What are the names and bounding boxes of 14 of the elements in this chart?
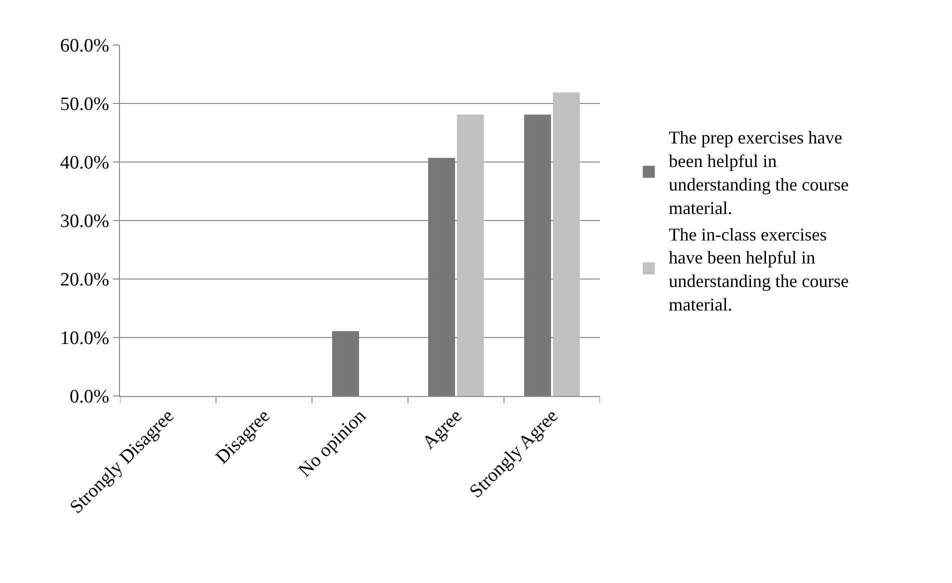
bar [524,114,552,396]
y-tick-label: 40.0% [60,152,110,174]
y-tick-label: 10.0% [60,328,110,350]
y-tick-label: 60.0% [60,36,110,57]
bar [552,92,580,396]
legend-label: The in-class exercises have been helpful in understanding the course material. [668,224,849,315]
bar [428,158,456,396]
y-tick-label: 20.0% [60,270,110,291]
bar [332,331,360,396]
y-tick-label: 0.0% [70,386,110,408]
y-tick-label: 30.0% [60,211,110,232]
bar [456,114,484,396]
legend-label: The prep exercises have been helpful in understanding the course material. [668,128,849,218]
y-tick-label: 50.0% [60,94,110,116]
